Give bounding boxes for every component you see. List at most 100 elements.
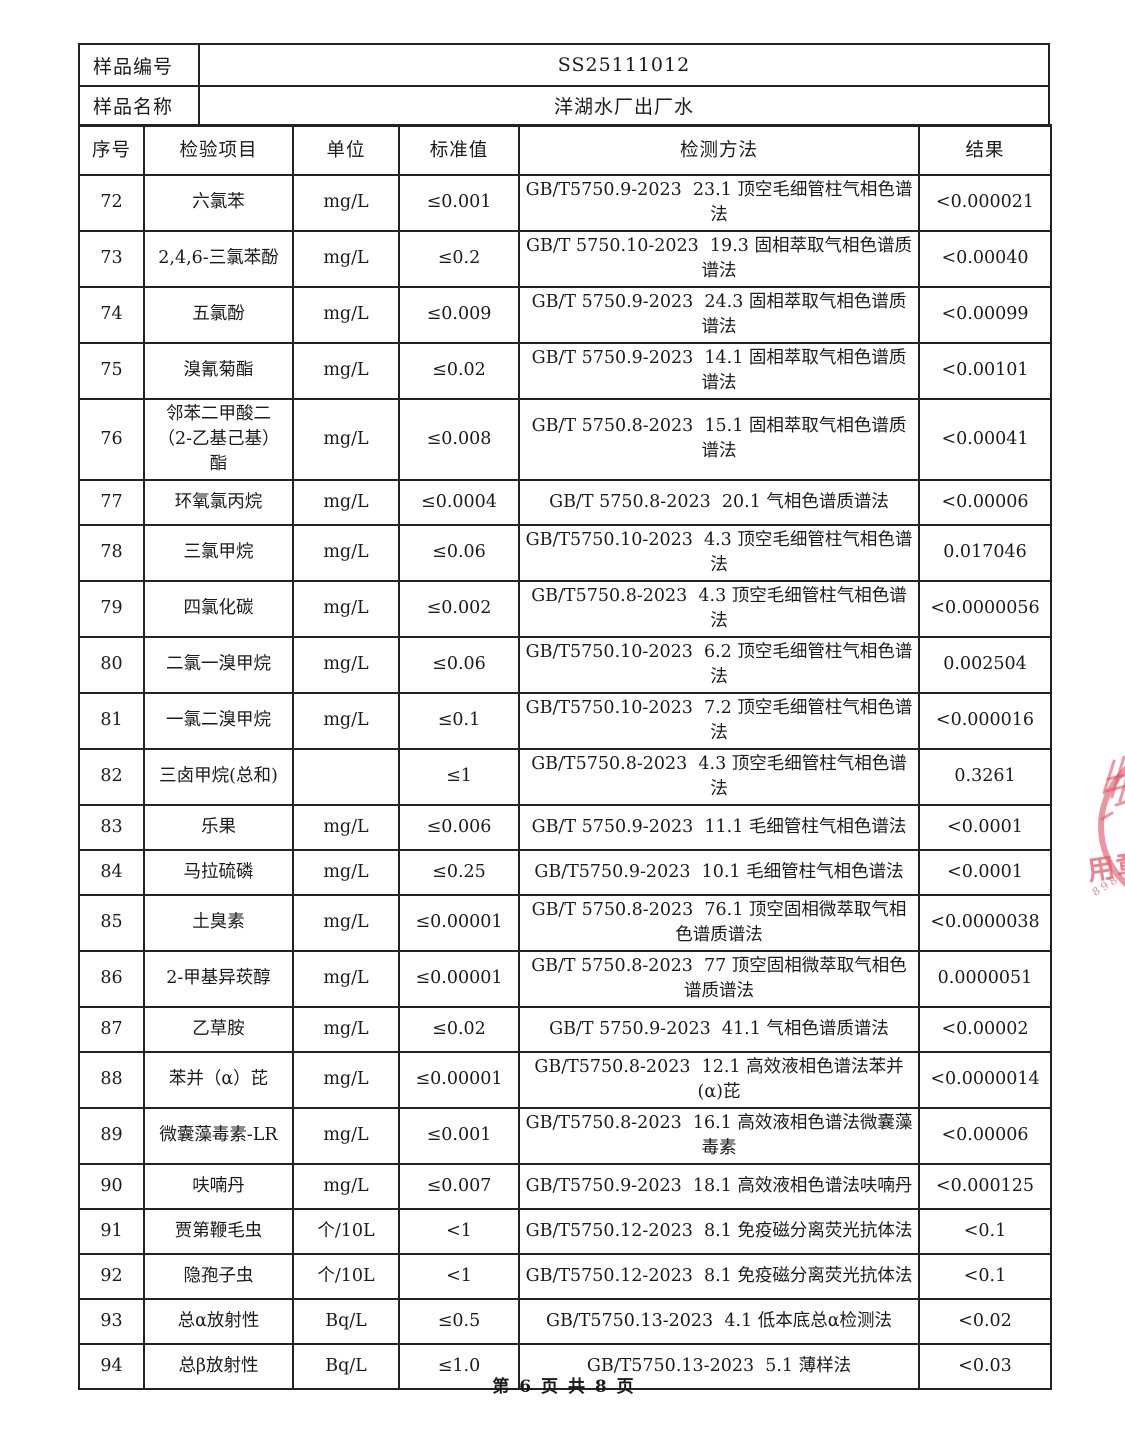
seal-text-fragment: 用章	[1085, 847, 1125, 888]
cell-standard: ≤0.006	[398, 803, 520, 851]
table-row: 77 环氧氯丙烷 mg/L ≤0.0004 GB/T 5750.8-2023 2…	[78, 478, 1052, 526]
table-row: 72 六氯苯 mg/L ≤0.001 GB/T5750.9-2023 23.1 …	[78, 173, 1052, 232]
cell-method: GB/T5750.13-2023 4.1 低本底总α检测法	[518, 1297, 920, 1345]
cell-item: 总β放射性	[143, 1342, 294, 1390]
sample-name-row: 样品名称 洋湖水厂出厂水	[80, 87, 1048, 124]
cell-no: 80	[78, 635, 145, 694]
cell-item: 五氯酚	[143, 285, 294, 344]
cell-standard: ≤0.009	[398, 285, 520, 344]
table-row: 94 总β放射性 Bq/L ≤1.0 GB/T5750.13-2023 5.1 …	[78, 1342, 1052, 1390]
cell-method: GB/T5750.8-2023 4.3 顶空毛细管柱气相色谱法	[518, 579, 920, 638]
cell-no: 79	[78, 579, 145, 638]
cell-standard: ≤0.06	[398, 635, 520, 694]
sample-no-value: SS25111012	[557, 54, 691, 76]
cell-unit: mg/L	[292, 1005, 400, 1053]
cell-unit: mg/L	[292, 523, 400, 582]
cell-unit: mg/L	[292, 803, 400, 851]
cell-unit: mg/L	[292, 173, 400, 232]
cell-result: <0.1	[918, 1252, 1052, 1300]
seal-digits-fragment: 898	[1089, 872, 1123, 899]
cell-standard: ≤0.02	[398, 1005, 520, 1053]
cell-method: GB/T 5750.8-2023 76.1 顶空固相微萃取气相色谱质谱法	[518, 893, 920, 952]
cell-no: 76	[78, 397, 145, 481]
cell-standard: ≤0.25	[398, 848, 520, 896]
cell-item: 二氯一溴甲烷	[143, 635, 294, 694]
cell-result: <0.0000038	[918, 893, 1052, 952]
table-row: 73 2,4,6-三氯苯酚 mg/L ≤0.2 GB/T 5750.10-202…	[78, 229, 1052, 288]
cell-result: <0.02	[918, 1297, 1052, 1345]
cell-unit	[292, 747, 400, 806]
cell-standard: ≤0.06	[398, 523, 520, 582]
cell-method: GB/T5750.9-2023 23.1 顶空毛细管柱气相色谱法	[518, 173, 920, 232]
cell-unit: mg/L	[292, 1162, 400, 1210]
cell-result: <0.000016	[918, 691, 1052, 750]
cell-standard: ≤0.002	[398, 579, 520, 638]
cell-standard: ≤0.1	[398, 691, 520, 750]
cell-method: GB/T 5750.8-2023 15.1 固相萃取气相色谱质谱法	[518, 397, 920, 481]
cell-standard: ≤0.5	[398, 1297, 520, 1345]
cell-no: 90	[78, 1162, 145, 1210]
cell-unit: Bq/L	[292, 1342, 400, 1390]
cell-standard: ≤0.001	[398, 173, 520, 232]
cell-no: 74	[78, 285, 145, 344]
cell-no: 77	[78, 478, 145, 526]
cell-no: 83	[78, 803, 145, 851]
cell-unit: 个/10L	[292, 1252, 400, 1300]
sample-info-block: 样品编号 SS25111012 样品名称 洋湖水厂出厂水	[78, 43, 1050, 124]
cell-result: 0.002504	[918, 635, 1052, 694]
cell-unit: mg/L	[292, 229, 400, 288]
cell-result: <0.00099	[918, 285, 1052, 344]
cell-no: 78	[78, 523, 145, 582]
cell-result: <0.0001	[918, 803, 1052, 851]
cell-standard: ≤0.0004	[398, 478, 520, 526]
cell-item: 三卤甲烷(总和)	[143, 747, 294, 806]
cell-unit: mg/L	[292, 949, 400, 1008]
table-row: 85 土臭素 mg/L ≤0.00001 GB/T 5750.8-2023 76…	[78, 893, 1052, 952]
cell-item: 乙草胺	[143, 1005, 294, 1053]
col-header-unit: 单位	[292, 124, 400, 176]
cell-method: GB/T5750.10-2023 6.2 顶空毛细管柱气相色谱法	[518, 635, 920, 694]
table-row: 92 隐孢子虫 个/10L <1 GB/T5750.12-2023 8.1 免疫…	[78, 1252, 1052, 1300]
cell-unit: mg/L	[292, 341, 400, 400]
cell-method: GB/T 5750.9-2023 24.3 固相萃取气相色谱质谱法	[518, 285, 920, 344]
col-header-item: 检验项目	[143, 124, 294, 176]
cell-method: GB/T5750.12-2023 8.1 免疫磁分离荧光抗体法	[518, 1207, 920, 1255]
table-row: 93 总α放射性 Bq/L ≤0.5 GB/T5750.13-2023 4.1 …	[78, 1297, 1052, 1345]
cell-no: 92	[78, 1252, 145, 1300]
col-header-no: 序号	[78, 124, 145, 176]
cell-item: 呋喃丹	[143, 1162, 294, 1210]
cell-method: GB/T5750.8-2023 4.3 顶空毛细管柱气相色谱法	[518, 747, 920, 806]
table-row: 82 三卤甲烷(总和) ≤1 GB/T5750.8-2023 4.3 顶空毛细管…	[78, 747, 1052, 806]
cell-no: 72	[78, 173, 145, 232]
table-row: 81 一氯二溴甲烷 mg/L ≤0.1 GB/T5750.10-2023 7.2…	[78, 691, 1052, 750]
table-row: 88 苯并（α）芘 mg/L ≤0.00001 GB/T5750.8-2023 …	[78, 1050, 1052, 1109]
cell-item: 土臭素	[143, 893, 294, 952]
col-header-standard: 标准值	[398, 124, 520, 176]
sample-name-label: 样品名称	[80, 87, 200, 124]
cell-method: GB/T5750.9-2023 18.1 高效液相色谱法呋喃丹	[518, 1162, 920, 1210]
cell-result: <0.00006	[918, 478, 1052, 526]
cell-unit: mg/L	[292, 478, 400, 526]
cell-item: 三氯甲烷	[143, 523, 294, 582]
cell-unit: mg/L	[292, 579, 400, 638]
cell-no: 73	[78, 229, 145, 288]
cell-method: GB/T 5750.10-2023 19.3 固相萃取气相色谱质谱法	[518, 229, 920, 288]
cell-result: <0.000021	[918, 173, 1052, 232]
cell-item: 六氯苯	[143, 173, 294, 232]
cell-standard: ≤0.2	[398, 229, 520, 288]
cell-no: 84	[78, 848, 145, 896]
results-table: 序号 检验项目 单位 标准值 检测方法 结果 72 六氯苯 mg/L ≤0.00…	[78, 124, 1052, 1390]
col-header-method: 检测方法	[518, 124, 920, 176]
cell-standard: ≤0.001	[398, 1106, 520, 1165]
cell-no: 87	[78, 1005, 145, 1053]
table-row: 78 三氯甲烷 mg/L ≤0.06 GB/T5750.10-2023 4.3 …	[78, 523, 1052, 582]
cell-item: 微囊藻毒素-LR	[143, 1106, 294, 1165]
cell-no: 94	[78, 1342, 145, 1390]
cell-no: 85	[78, 893, 145, 952]
cell-method: GB/T5750.8-2023 16.1 高效液相色谱法微囊藻毒素	[518, 1106, 920, 1165]
cell-method: GB/T5750.9-2023 10.1 毛细管柱气相色谱法	[518, 848, 920, 896]
cell-result: <0.03	[918, 1342, 1052, 1390]
table-row: 74 五氯酚 mg/L ≤0.009 GB/T 5750.9-2023 24.3…	[78, 285, 1052, 344]
cell-method: GB/T5750.8-2023 12.1 高效液相色谱法苯并(α)芘	[518, 1050, 920, 1109]
